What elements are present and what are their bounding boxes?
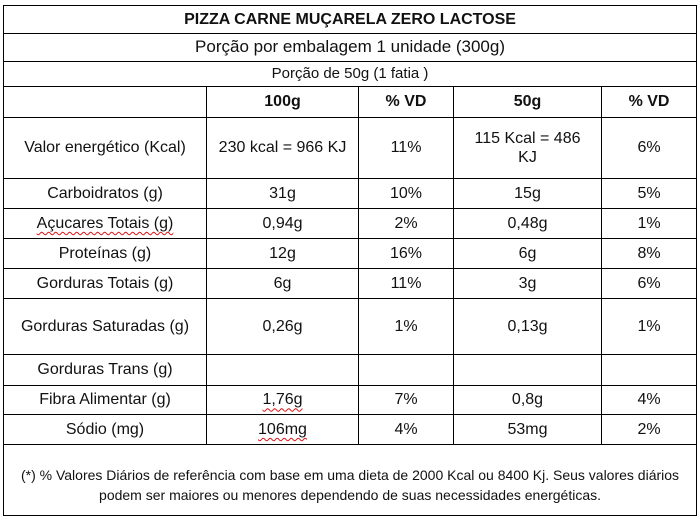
value-100g-text: 106mg [258, 420, 307, 438]
value-100g: 12g [206, 238, 359, 269]
value-50g: 53mg [453, 414, 602, 445]
vd-50g: 1% [600, 298, 698, 355]
table-row: Gorduras Saturadas (g) 0,26g 1% 0,13g 1% [3, 298, 698, 355]
value-100g: 0,94g [206, 208, 359, 239]
vd-50g: 2% [600, 414, 698, 445]
value-100g: 31g [206, 178, 359, 209]
nutrient-name: Valor energético (Kcal) [3, 117, 207, 179]
value-100g: 1,76g [206, 385, 359, 415]
nutrient-name: Proteínas (g) [3, 238, 207, 269]
header-vd-50g: % VD [600, 86, 698, 118]
vd-50g: 8% [600, 238, 698, 269]
vd-50g: 1% [600, 208, 698, 239]
value-50g: 115 Kcal = 486 KJ [453, 117, 602, 179]
value-100g-text: 1,76g [262, 391, 303, 409]
nutrition-facts: PIZZA CARNE MUÇARELA ZERO LACTOSE Porção… [2, 5, 698, 516]
vd-50g: 6% [600, 268, 698, 299]
header-nutrient [3, 86, 207, 118]
nutrient-name: Fibra Alimentar (g) [3, 385, 207, 415]
vd-100g: 16% [358, 238, 454, 269]
header-50g: 50g [453, 86, 602, 118]
nutrition-table: PIZZA CARNE MUÇARELA ZERO LACTOSE Porção… [2, 5, 698, 516]
header-100g: 100g [206, 86, 359, 118]
vd-100g: 7% [358, 385, 454, 415]
vd-100g [358, 354, 454, 386]
table-row: Fibra Alimentar (g) 1,76g 7% 0,8g 4% [3, 385, 698, 415]
vd-100g: 11% [358, 268, 454, 299]
vd-50g: 6% [600, 117, 698, 179]
value-50g: 0,13g [453, 298, 602, 355]
portion-per-package: Porção por embalagem 1 unidade (300g) [2, 33, 698, 62]
table-row: Proteínas (g) 12g 16% 6g 8% [3, 238, 698, 269]
value-100g: 0,26g [206, 298, 359, 355]
table-row: Sódio (mg) 106mg 4% 53mg 2% [3, 414, 698, 445]
value-50g: 0,8g [453, 385, 602, 415]
table-row: Gorduras Trans (g) [3, 354, 698, 386]
nutrient-name: Carboidratos (g) [3, 178, 207, 209]
nutrient-name: Gorduras Trans (g) [3, 354, 207, 386]
vd-100g: 1% [358, 298, 454, 355]
table-header-row: 100g % VD 50g % VD [3, 86, 698, 118]
value-100g: 106mg [206, 414, 359, 445]
table-row: Valor energético (Kcal) 230 kcal = 966 K… [3, 117, 698, 179]
table-row: Gorduras Totais (g) 6g 11% 3g 6% [3, 268, 698, 299]
vd-100g: 4% [358, 414, 454, 445]
product-title: PIZZA CARNE MUÇARELA ZERO LACTOSE [2, 5, 698, 34]
portion-per-slice: Porção de 50g (1 fatia ) [2, 61, 698, 87]
header-vd-100g: % VD [358, 86, 454, 118]
vd-50g [600, 354, 698, 386]
nutrient-name: Açucares Totais (g) [3, 208, 207, 239]
vd-100g: 10% [358, 178, 454, 209]
nutrient-name: Gorduras Totais (g) [3, 268, 207, 299]
footnote: (*) % Valores Diários de referência com … [2, 455, 698, 516]
vd-50g: 4% [600, 385, 698, 415]
value-50g: 15g [453, 178, 602, 209]
table-row: Açucares Totais (g) 0,94g 2% 0,48g 1% [3, 208, 698, 239]
value-50g: 3g [453, 268, 602, 299]
footnote-spacer [2, 444, 698, 455]
value-50g: 0,48g [453, 208, 602, 239]
nutrient-name: Sódio (mg) [3, 414, 207, 445]
table-row: Carboidratos (g) 31g 10% 15g 5% [3, 178, 698, 209]
value-50g: 6g [453, 238, 602, 269]
value-100g: 230 kcal = 966 KJ [206, 117, 359, 179]
nutrient-name: Gorduras Saturadas (g) [3, 298, 207, 355]
vd-100g: 2% [358, 208, 454, 239]
vd-100g: 11% [358, 117, 454, 179]
vd-50g: 5% [600, 178, 698, 209]
nutrient-name-text: Açucares Totais (g) [36, 214, 174, 232]
value-100g [206, 354, 359, 386]
value-100g: 6g [206, 268, 359, 299]
value-50g [453, 354, 602, 386]
